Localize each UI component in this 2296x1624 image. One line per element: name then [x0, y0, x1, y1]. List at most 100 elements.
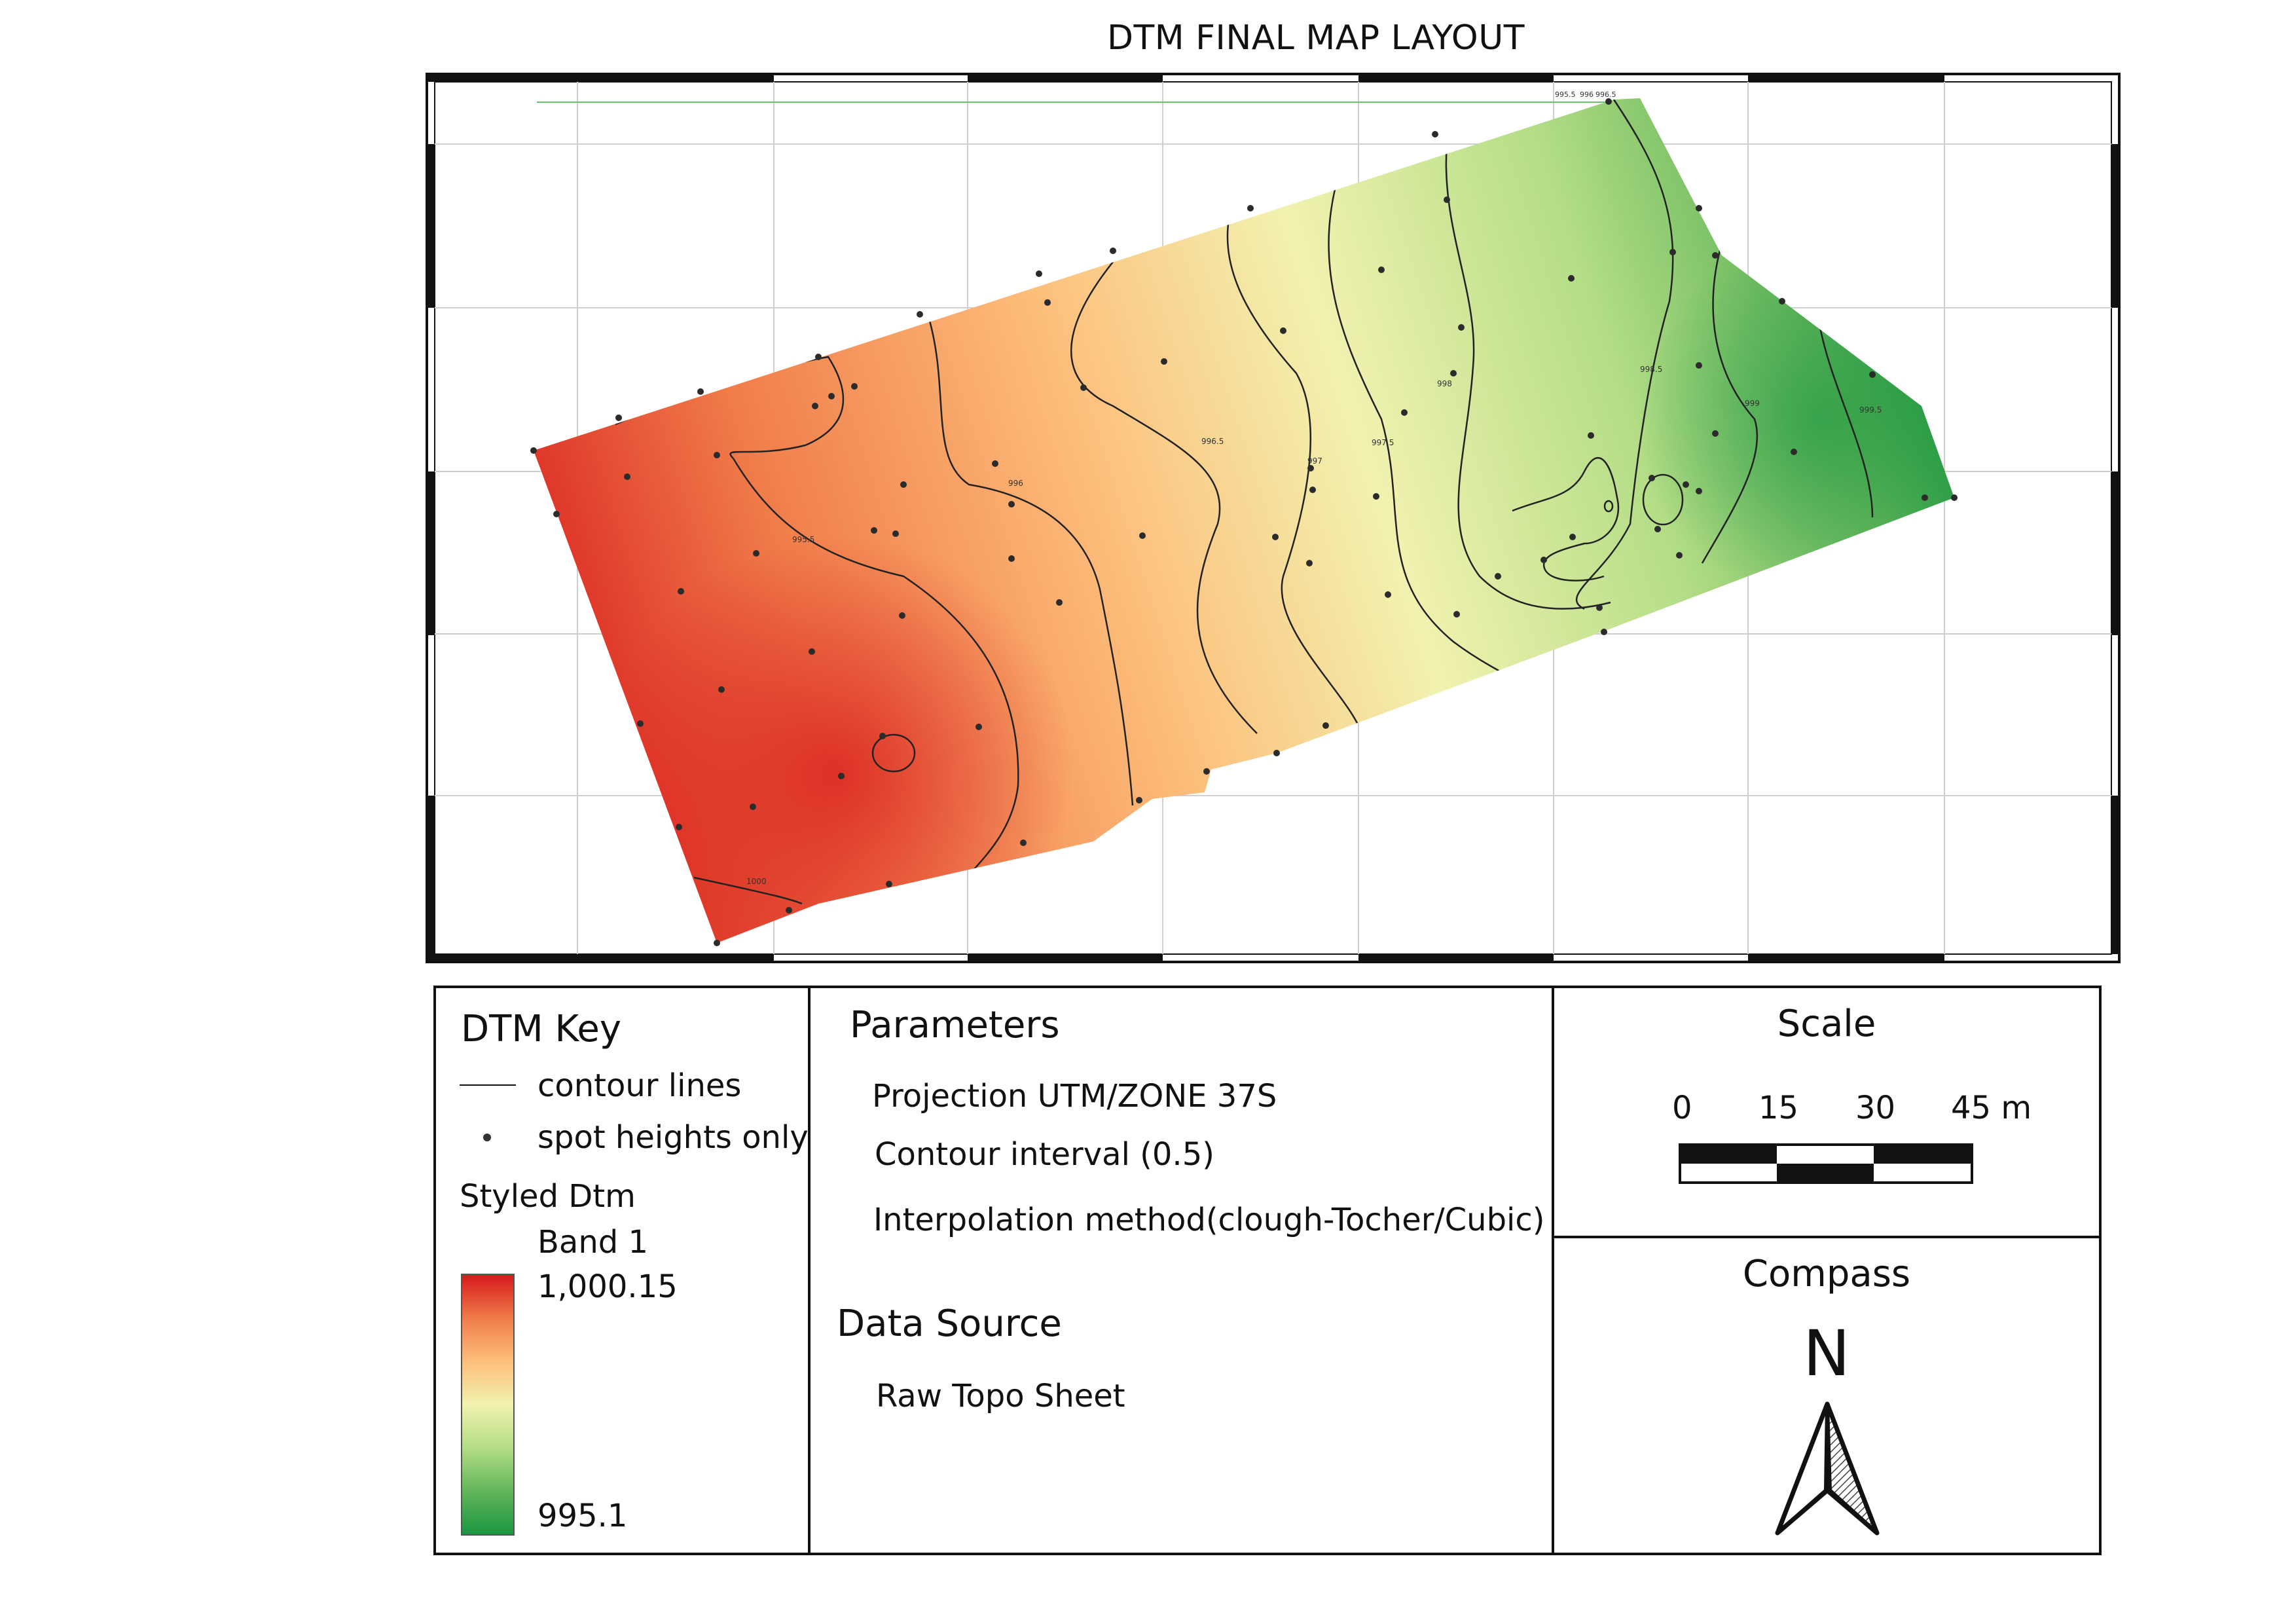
spot-height-point	[1712, 252, 1719, 259]
spot-height-point	[899, 612, 905, 619]
spot-height-point	[530, 447, 537, 454]
parameters-title: Parameters	[850, 1004, 1060, 1046]
spot-height-point	[1139, 532, 1146, 539]
legend-title: DTM Key	[461, 1008, 621, 1050]
spot-height-point	[1008, 501, 1015, 507]
spot-height-point	[1273, 750, 1280, 756]
spot-height-point	[718, 686, 725, 693]
spot-height-point	[1378, 267, 1385, 273]
legend-styled-label: Styled Dtm	[460, 1178, 636, 1215]
contour-label: 999	[1745, 399, 1760, 408]
spot-height-symbol	[483, 1134, 491, 1141]
spot-height-point	[1307, 465, 1314, 471]
spot-height-point	[753, 550, 759, 557]
spot-height-point	[1044, 299, 1051, 306]
spot-height-point	[1791, 449, 1797, 455]
scale-panel: Scale 0 15 30 45 m	[1552, 986, 2102, 1238]
spot-height-point	[1322, 722, 1329, 729]
spot-height-point	[812, 403, 818, 409]
frame-ticks	[427, 74, 2119, 962]
spot-height-point	[1080, 384, 1087, 391]
spot-height-point	[1540, 557, 1547, 563]
data-source-text: Raw Topo Sheet	[876, 1378, 1125, 1414]
spot-height-point	[1247, 205, 1254, 212]
spot-height-point	[838, 773, 845, 779]
spot-height-point	[1696, 488, 1702, 494]
spot-height-point	[678, 588, 684, 595]
legend-min-value: 995.1	[538, 1498, 628, 1534]
spot-height-point	[1495, 573, 1501, 580]
spot-height-point	[1568, 275, 1575, 282]
spot-height-point	[1712, 430, 1719, 437]
spot-height-point	[1696, 205, 1702, 212]
legend-contour-label: contour lines	[538, 1067, 742, 1104]
map-title: DTM FINAL MAP LAYOUT	[1106, 18, 1525, 58]
spot-height-point	[1401, 409, 1408, 416]
contour-label: 998.5	[1640, 365, 1662, 374]
parameters-panel: Parameters Projection UTM/ZONE 37S Conto…	[808, 986, 1554, 1555]
spot-height-point	[1056, 599, 1063, 606]
spot-height-point	[1676, 552, 1683, 559]
spot-height-point	[1203, 768, 1210, 775]
spot-height-point	[637, 720, 644, 727]
contour-label: 1000	[746, 877, 767, 886]
spot-height-point	[871, 527, 877, 534]
north-label: N	[1803, 1317, 1850, 1390]
spot-height-point	[1669, 249, 1676, 255]
spot-height-point	[809, 648, 815, 655]
interpolation-text: Interpolation method(clough-Tocher/Cubic…	[873, 1202, 1545, 1238]
spot-height-point	[1683, 481, 1689, 488]
spot-height-point	[1696, 362, 1702, 369]
spot-height-point	[553, 511, 560, 517]
spot-height-point	[1036, 270, 1042, 277]
compass-panel: Compass N	[1552, 1236, 2102, 1555]
spot-height-point	[917, 311, 923, 318]
spot-height-point	[714, 940, 720, 946]
spot-height-point	[1605, 98, 1612, 105]
spot-heights	[530, 98, 1958, 946]
spot-height-point	[1596, 604, 1603, 611]
spot-height-point	[1951, 494, 1958, 501]
spot-height-point	[1649, 475, 1655, 481]
map-frame: 995.5 996 996.5 997 997.5 998 998.5 999 …	[426, 73, 2121, 963]
contour-label: 997.5	[1372, 438, 1394, 447]
spot-height-point	[975, 724, 982, 730]
spot-height-point	[851, 383, 858, 390]
spot-height-point	[1272, 534, 1279, 540]
spot-height-point	[879, 733, 886, 739]
spot-height-point	[1385, 591, 1391, 598]
spot-height-point	[1569, 534, 1576, 540]
spot-height-point	[1588, 432, 1594, 439]
spot-height-point	[786, 907, 792, 913]
contour-lines	[615, 99, 1874, 905]
spot-height-point	[1432, 131, 1438, 138]
compass-title: Compass	[1742, 1253, 1911, 1295]
color-ramp	[461, 1274, 515, 1536]
spot-height-point	[1373, 493, 1379, 500]
spot-height-point	[1444, 196, 1450, 203]
spot-height-point	[1779, 298, 1785, 304]
spot-height-point	[1161, 358, 1167, 365]
spot-height-point	[714, 452, 720, 458]
scale-tick-0: 0	[1672, 1090, 1692, 1126]
scale-tick-30: 30	[1855, 1090, 1896, 1126]
spot-height-point	[1450, 370, 1457, 377]
contour-label: 998	[1437, 379, 1452, 388]
spot-height-point	[1309, 487, 1316, 493]
legend-band-label: Band 1	[538, 1224, 649, 1261]
scale-bar	[1679, 1143, 1973, 1184]
spot-height-point	[1869, 371, 1876, 378]
scale-tick-45: 45 m	[1951, 1090, 2032, 1126]
spot-height-point	[615, 415, 622, 421]
spot-height-point	[1280, 327, 1286, 334]
spot-height-point	[992, 460, 998, 467]
contour-label: 996.5	[1595, 90, 1616, 99]
scale-title: Scale	[1777, 1003, 1876, 1045]
legend-max-value: 1,000.15	[538, 1268, 678, 1305]
spot-height-point	[828, 393, 835, 399]
contour-label: 996	[1580, 90, 1594, 99]
contour-label: 995.5	[792, 535, 814, 544]
spot-height-point	[624, 473, 630, 480]
contour-label: 995.5	[1555, 90, 1576, 99]
spot-height-point	[1453, 611, 1460, 618]
